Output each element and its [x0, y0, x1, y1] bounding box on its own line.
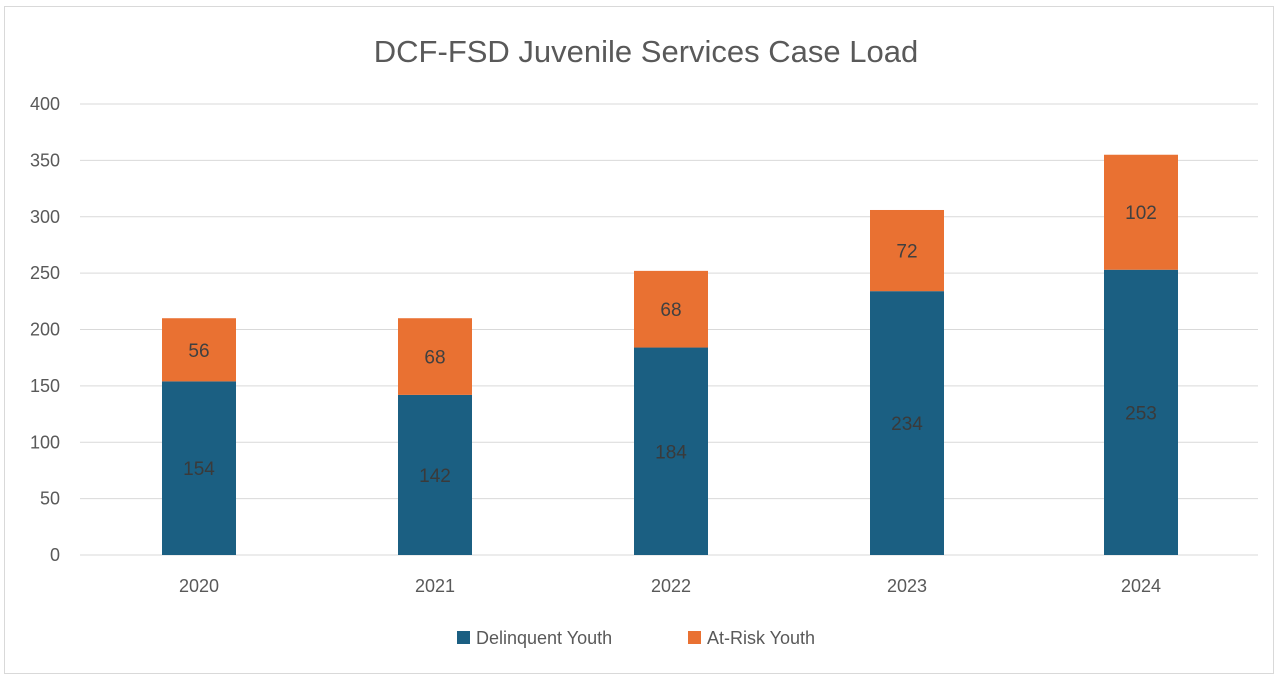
bar-delinquent-youth	[162, 381, 236, 555]
chart-title: DCF-FSD Juvenile Services Case Load	[374, 34, 918, 69]
bar-delinquent-youth	[870, 291, 944, 555]
data-label: 154	[183, 459, 215, 480]
data-label: 72	[896, 242, 917, 263]
data-label: 68	[424, 348, 445, 369]
y-tick-label: 250	[30, 263, 60, 283]
y-tick-label: 400	[30, 94, 60, 114]
bar-delinquent-youth	[398, 394, 472, 555]
data-label: 68	[660, 300, 681, 321]
data-label: 142	[419, 466, 451, 487]
bar-at-risk-youth	[162, 318, 236, 382]
y-tick-label: 100	[30, 432, 60, 452]
legend-swatch	[457, 631, 470, 644]
bar-delinquent-youth	[634, 347, 708, 555]
bar-at-risk-youth	[398, 318, 472, 395]
y-tick-label: 150	[30, 376, 60, 396]
x-tick-label: 2022	[651, 576, 691, 596]
data-labels: 154 56 142 68 184 68 234 72 253 102	[183, 203, 1157, 487]
legend-label: At-Risk Youth	[707, 628, 815, 648]
legend-swatch	[688, 631, 701, 644]
y-tick-label: 300	[30, 207, 60, 227]
data-label: 253	[1125, 403, 1157, 424]
bars	[162, 154, 1178, 555]
y-tick-label: 50	[40, 489, 60, 509]
bar-delinquent-youth	[1104, 269, 1178, 555]
data-label: 102	[1125, 203, 1157, 224]
data-label: 184	[655, 442, 687, 463]
legend: Delinquent Youth At-Risk Youth	[457, 628, 815, 648]
y-tick-label: 0	[50, 545, 60, 565]
bar-at-risk-youth	[1104, 154, 1178, 270]
data-label: 56	[188, 341, 209, 362]
x-tick-label: 2021	[415, 576, 455, 596]
data-label: 234	[891, 414, 923, 435]
x-tick-label: 2020	[179, 576, 219, 596]
x-tick-label: 2023	[887, 576, 927, 596]
legend-label: Delinquent Youth	[476, 628, 612, 648]
bar-at-risk-youth	[870, 209, 944, 292]
x-axis-ticks: 2020 2021 2022 2023 2024	[179, 576, 1161, 596]
y-axis-ticks: 0 50 100 150 200 250 300 350 400	[30, 94, 60, 565]
bar-at-risk-youth	[634, 270, 708, 348]
x-tick-label: 2024	[1121, 576, 1161, 596]
y-tick-label: 350	[30, 150, 60, 170]
y-tick-label: 200	[30, 320, 60, 340]
